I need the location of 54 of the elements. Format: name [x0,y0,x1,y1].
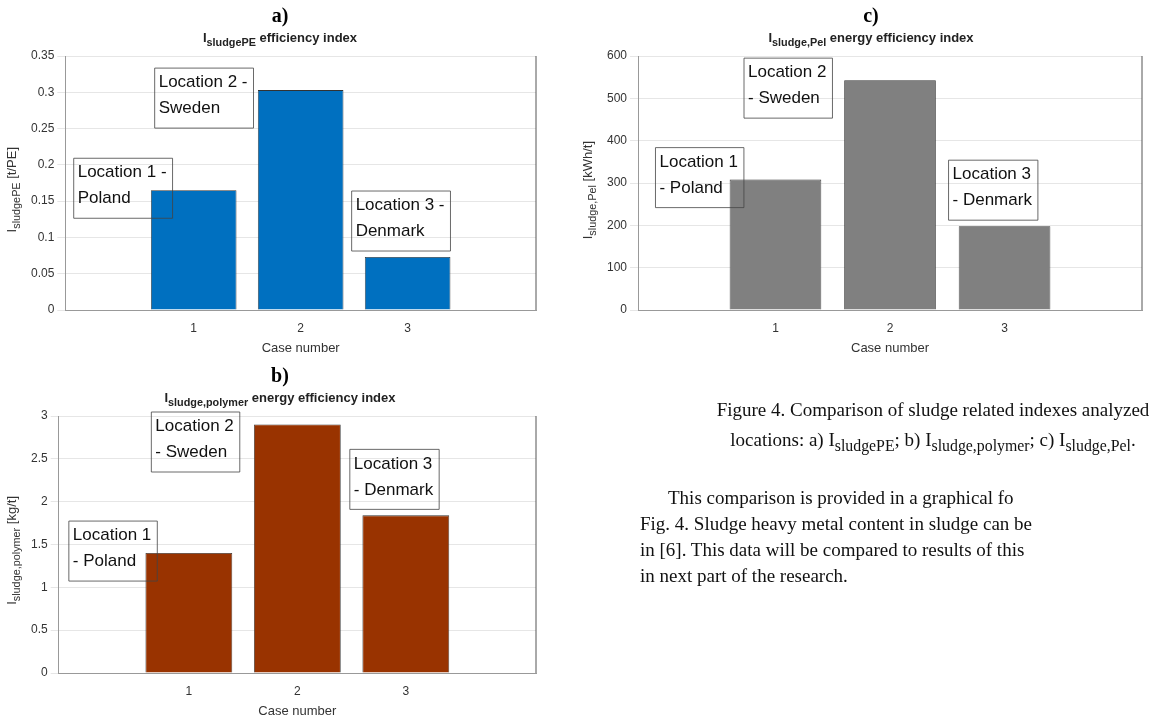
x-tick-label: 2 [294,683,301,698]
chart-title: a) [270,4,290,27]
chart-subtitle: I$_{sludge,Pel}$ energy efficiency index [767,30,975,48]
chart-title: b) [270,364,290,387]
y-tick-label: 0.15 [31,193,55,208]
y-tick-label: 300 [606,175,628,190]
y-tick-label: 100 [606,259,628,274]
y-tick-label: 1 [40,579,48,594]
y-tick-label: 2.5 [30,451,48,466]
x-axis-title: Case number [850,339,930,355]
caption: Fig. 4. Sludge heavy metal content in sludge can be [640,511,1034,536]
y-tick-label: 0.25 [31,120,55,135]
x-tick-label: 1 [185,683,193,698]
chart-title: c) [862,4,880,27]
x-tick-label: 1 [772,320,780,335]
annotation: Location 1 - Poland [77,162,167,208]
x-axis-title: Case number [258,702,338,718]
y-tick-label: 0.2 [37,157,55,172]
y-tick-label: 0 [40,665,48,680]
y-tick-label: 3 [40,408,48,423]
annotation: Location 3 - Denmark [353,453,434,499]
annotation: Location 3 - Denmark [355,195,445,241]
x-tick-label: 3 [402,683,410,698]
x-tick-label: 1 [190,320,198,335]
y-tick-label: 0.35 [31,48,55,63]
y-tick-label: 0.1 [37,229,55,244]
y-tick-label: 400 [606,132,628,147]
y-tick-label: 200 [606,217,628,232]
annotation: Location 1 - Poland [659,151,738,197]
text: in [6]. This data will be compared to results of this [640,537,1026,562]
y-tick-label: 1.5 [30,536,48,551]
text: in next part of the research. [640,563,849,588]
annotation: Location 2 - Sweden [158,72,248,118]
y-tick-label: 0 [620,302,628,317]
chart-subtitle: I$_{sludgePE}$ efficiency index [201,30,359,48]
annotation: Location 1 - Poland [72,525,152,571]
y-tick-label: 2 [40,493,48,508]
annotation: Location 2 - Sweden [155,416,234,462]
text: This comparison is provided in a graphical fo [667,485,1015,510]
y-tick-label: 0.5 [30,622,48,637]
x-tick-label: 2 [886,320,894,335]
x-tick-label: 3 [1001,320,1009,335]
y-tick-label: 0.05 [31,266,55,281]
annotation: Location 2 - Sweden [748,62,827,108]
y-tick-label: 0 [47,302,55,317]
chart-subtitle: I$_{sludge,polymer}$ energy efficiency index [163,390,397,408]
x-tick-label: 3 [404,320,412,335]
y-tick-label: 600 [606,48,628,63]
y-tick-label: 500 [606,90,628,105]
annotation: Location 3 - Denmark [952,164,1033,210]
text: Figure 4. Comparison of sludge related indexes analyzed locations: a) I$_{sludgePE}$; b) I$_{sludge,polymer}$; c) I$_{sludge,Pel}$. [715,398,1151,457]
x-tick-label: 2 [297,320,305,335]
y-tick-label: 0.3 [37,84,55,99]
x-axis-title: Case number [261,339,341,355]
